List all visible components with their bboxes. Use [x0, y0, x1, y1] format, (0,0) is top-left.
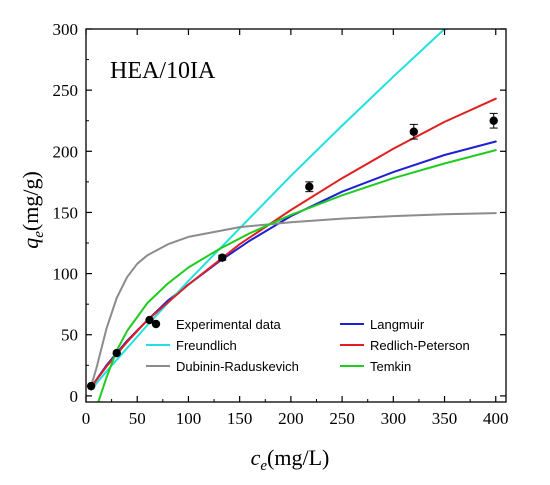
y-axis-unit: (mg/g) [18, 171, 43, 231]
legend-label-dubinin-raduskevich: Dubinin-Raduskevich [176, 359, 299, 374]
data-point [409, 127, 419, 136]
data-point [112, 348, 121, 358]
data-point [86, 381, 96, 391]
x-tick-label: 250 [329, 409, 355, 428]
y-tick-label: 150 [53, 203, 79, 222]
y-axis-subscript: e [31, 231, 47, 238]
data-point [145, 315, 154, 325]
x-axis-title: ce(mg/L) [251, 445, 330, 474]
series-line-freundlich [90, 29, 452, 391]
y-axis-title: qe(mg/g) [18, 171, 47, 249]
legend-label-freundlich: Freundlich [176, 338, 237, 353]
legend-label-langmuir: Langmuir [370, 317, 425, 332]
x-tick-label: 300 [381, 409, 407, 428]
plot-frame [85, 28, 507, 403]
legend-label-temkin: Temkin [370, 359, 411, 374]
x-tick-label: 200 [278, 409, 304, 428]
chart-title: HEA/10IA [110, 58, 216, 84]
legend-marker-experimental-data [151, 319, 161, 329]
y-axis-symbol: q [18, 238, 43, 249]
x-axis-unit: (mg/L) [267, 445, 329, 470]
x-tick-label: 400 [483, 409, 509, 428]
experimental-points [86, 112, 498, 391]
x-axis-symbol: c [251, 445, 261, 470]
series-line-redlich-peterson [90, 97, 497, 389]
series-line-dubinin-raduskevich [90, 212, 497, 388]
data-point [489, 116, 498, 125]
y-axis-ticks: 0 50 100 150 200 250 300 [53, 20, 506, 406]
y-tick-label: 100 [53, 265, 79, 284]
x-tick-label: 100 [176, 409, 202, 428]
legend: Experimental data Langmuir Freundlich Redli… [146, 317, 470, 374]
y-tick-label: 0 [70, 387, 79, 406]
x-axis-ticks: 0 50 100 150 200 250 300 350 400 [82, 29, 509, 428]
x-tick-label: 50 [129, 409, 146, 428]
y-tick-label: 250 [53, 81, 79, 100]
x-tick-label: 0 [82, 409, 91, 428]
data-point [305, 182, 314, 191]
y-tick-label: 200 [53, 142, 79, 161]
y-tick-label: 50 [61, 326, 78, 345]
legend-label-experimental-data: Experimental data [176, 317, 282, 332]
x-tick-label: 150 [227, 409, 253, 428]
legend-label-redlich-peterson: Redlich-Peterson [370, 338, 470, 353]
series-line-temkin [97, 149, 497, 402]
y-tick-label: 300 [53, 20, 79, 39]
x-tick-label: 350 [432, 409, 458, 428]
data-point [218, 253, 227, 262]
x-axis-subscript: e [260, 458, 267, 474]
model-curves [90, 29, 497, 402]
